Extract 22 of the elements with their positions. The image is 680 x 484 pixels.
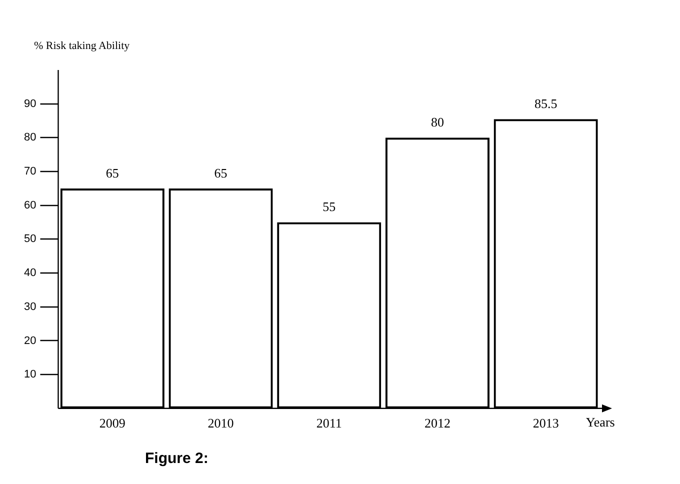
x-tick-label: 2010 [208, 416, 234, 431]
data-label: 85.5 [534, 96, 558, 111]
data-label: 80 [430, 114, 444, 130]
x-tick-label: 2013 [532, 416, 559, 431]
x-tick-label: 2012 [424, 416, 450, 431]
data-label: 65 [214, 165, 228, 180]
x-tick-label: 2011 [316, 416, 342, 431]
y-tick-label: 30 [24, 300, 36, 313]
y-tick-label: 90 [24, 98, 36, 110]
y-tick-label: 80 [24, 132, 36, 144]
caption: Figure 2: [145, 450, 208, 467]
x-tick-label: 2009 [99, 416, 126, 431]
y-axis-title: % Risk taking Ability [34, 40, 130, 52]
y-tick-label: 60 [24, 199, 36, 212]
data-label: 55 [322, 199, 336, 214]
y-tick-label: 50 [24, 233, 36, 246]
y-tick-label: 70 [24, 166, 36, 178]
data-label: 65 [106, 165, 119, 180]
y-tick-label: 20 [24, 334, 36, 347]
x-axis-title: Years [586, 414, 615, 430]
y-tick-label: 10 [24, 368, 36, 381]
y-tick-label: 40 [24, 267, 36, 280]
